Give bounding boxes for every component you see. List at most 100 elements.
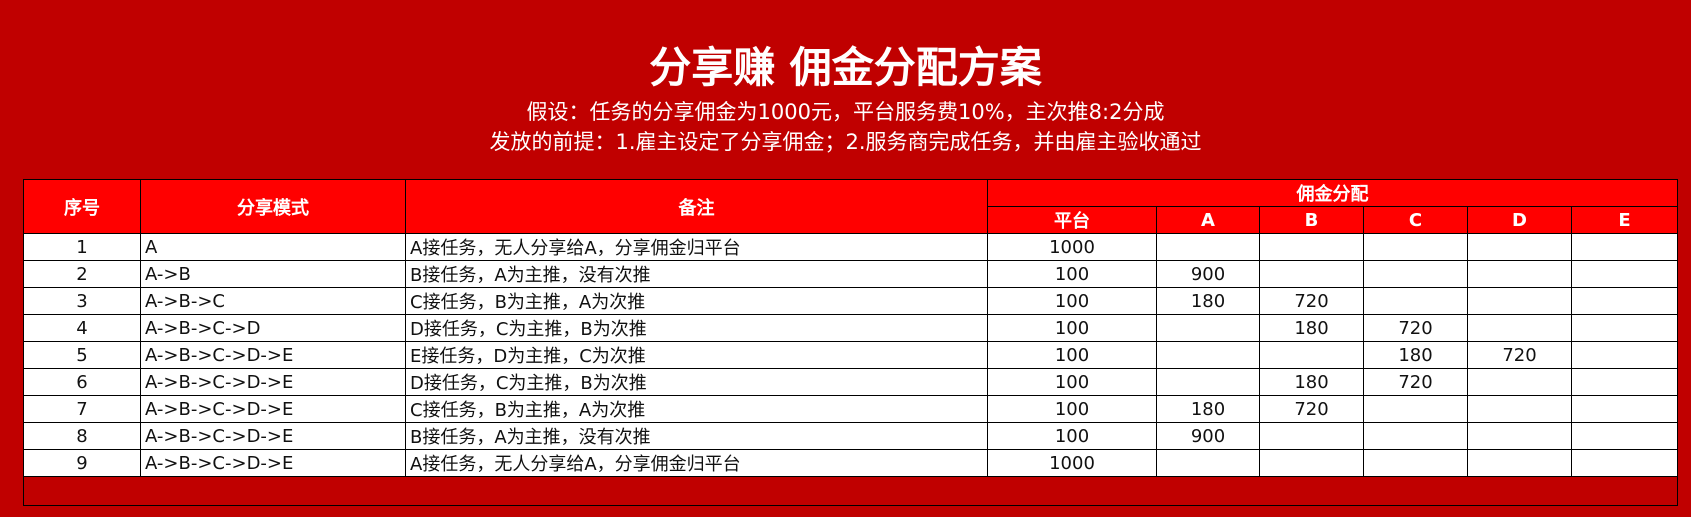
- cell-index: 9: [23, 449, 141, 477]
- cell-index: 1: [23, 233, 141, 261]
- cell-index: 5: [23, 341, 141, 369]
- cell-allocation: [1571, 449, 1678, 477]
- cell-mode: A->B->C->D->E: [140, 341, 406, 369]
- cell-allocation: 1000: [987, 449, 1157, 477]
- cell-allocation: [1467, 422, 1572, 450]
- cell-allocation: [1259, 422, 1364, 450]
- cell-index: 4: [23, 314, 141, 342]
- cell-mode: A->B->C->D->E: [140, 422, 406, 450]
- header-c: C: [1363, 206, 1468, 234]
- cell-allocation: [1363, 260, 1468, 288]
- cell-allocation: 720: [1259, 395, 1364, 423]
- cell-allocation: 900: [1156, 422, 1260, 450]
- cell-allocation: 100: [987, 287, 1157, 315]
- cell-allocation: [1467, 260, 1572, 288]
- cell-index: 2: [23, 260, 141, 288]
- table-row: 5 A->B->C->D->E E接任务，D为主推，C为次推 100 180 720: [23, 341, 1678, 369]
- header-d: D: [1467, 206, 1572, 234]
- table-row: 3 A->B->C C接任务，B为主推，A为次推 100 180 720: [23, 287, 1678, 315]
- cell-mode: A->B->C->D->E: [140, 449, 406, 477]
- cell-allocation: [1156, 233, 1260, 261]
- table-row: 7 A->B->C->D->E C接任务，B为主推，A为次推 100 180 720: [23, 395, 1678, 423]
- header-platform: 平台: [987, 206, 1157, 234]
- cell-mode: A->B: [140, 260, 406, 288]
- table-row: 4 A->B->C->D D接任务，C为主推，B为次推 100 180 720: [23, 314, 1678, 342]
- cell-allocation: 180: [1259, 368, 1364, 396]
- cell-allocation: 100: [987, 314, 1157, 342]
- table-row: 8 A->B->C->D->E B接任务，A为主推，没有次推 100 900: [23, 422, 1678, 450]
- cell-allocation: [1156, 449, 1260, 477]
- cell-note: D接任务，C为主推，B为次推: [405, 314, 988, 342]
- cell-mode: A->B->C->D->E: [140, 368, 406, 396]
- cell-index: 3: [23, 287, 141, 315]
- page-title: 分享赚 佣金分配方案: [649, 43, 1042, 92]
- cell-note: C接任务，B为主推，A为次推: [405, 287, 988, 315]
- cell-allocation: 100: [987, 395, 1157, 423]
- cell-allocation: [1467, 368, 1572, 396]
- cell-allocation: [1571, 395, 1678, 423]
- cell-allocation: 180: [1156, 287, 1260, 315]
- cell-mode: A->B->C: [140, 287, 406, 315]
- footer-cell: [23, 476, 1678, 506]
- cell-allocation: [1156, 314, 1260, 342]
- cell-allocation: 180: [1363, 341, 1468, 369]
- header-e: E: [1571, 206, 1678, 234]
- subtitle-assumption: 假设：任务的分享佣金为1000元，平台服务费10%，主次推8:2分成: [526, 100, 1165, 124]
- cell-index: 6: [23, 368, 141, 396]
- cell-allocation: [1467, 233, 1572, 261]
- cell-allocation: 720: [1363, 314, 1468, 342]
- cell-allocation: 100: [987, 260, 1157, 288]
- table-row: 2 A->B B接任务，A为主推，没有次推 100 900: [23, 260, 1678, 288]
- cell-allocation: [1467, 287, 1572, 315]
- cell-allocation: 180: [1156, 395, 1260, 423]
- cell-allocation: 720: [1467, 341, 1572, 369]
- cell-allocation: [1259, 260, 1364, 288]
- cell-note: E接任务，D为主推，C为次推: [405, 341, 988, 369]
- cell-allocation: [1259, 341, 1364, 369]
- footer-band: [23, 476, 1678, 506]
- commission-table: 序号 分享模式 备注 佣金分配 平台 A B C D E 1 A A接任务，无人分享给A，分享…: [23, 179, 1678, 506]
- cell-note: D接任务，C为主推，B为次推: [405, 368, 988, 396]
- cell-allocation: 900: [1156, 260, 1260, 288]
- subtitle-precondition: 发放的前提：1.雇主设定了分享佣金；2.服务商完成任务，并由雇主验收通过: [489, 130, 1202, 154]
- cell-allocation: [1467, 314, 1572, 342]
- cell-allocation: [1156, 368, 1260, 396]
- cell-allocation: [1571, 287, 1678, 315]
- cell-allocation: [1571, 260, 1678, 288]
- cell-mode: A->B->C->D->E: [140, 395, 406, 423]
- cell-allocation: 100: [987, 341, 1157, 369]
- cell-note: B接任务，A为主推，没有次推: [405, 422, 988, 450]
- header-note: 备注: [405, 179, 988, 234]
- cell-allocation: 100: [987, 368, 1157, 396]
- cell-mode: A->B->C->D: [140, 314, 406, 342]
- cell-note: B接任务，A为主推，没有次推: [405, 260, 988, 288]
- cell-index: 8: [23, 422, 141, 450]
- table-row: 9 A->B->C->D->E A接任务，无人分享给A，分享佣金归平台 1000: [23, 449, 1678, 477]
- cell-allocation: [1571, 233, 1678, 261]
- cell-allocation: [1363, 449, 1468, 477]
- cell-allocation: [1571, 341, 1678, 369]
- cell-allocation: [1363, 287, 1468, 315]
- header-a: A: [1156, 206, 1260, 234]
- cell-allocation: [1363, 233, 1468, 261]
- cell-allocation: [1363, 395, 1468, 423]
- table-row: 6 A->B->C->D->E D接任务，C为主推，B为次推 100 180 720: [23, 368, 1678, 396]
- cell-allocation: 720: [1363, 368, 1468, 396]
- header-mode: 分享模式: [140, 179, 406, 234]
- cell-allocation: [1571, 314, 1678, 342]
- header-commission: 佣金分配: [987, 179, 1678, 207]
- cell-note: A接任务，无人分享给A，分享佣金归平台: [405, 449, 988, 477]
- cell-allocation: 1000: [987, 233, 1157, 261]
- cell-index: 7: [23, 395, 141, 423]
- cell-allocation: [1571, 422, 1678, 450]
- cell-note: A接任务，无人分享给A，分享佣金归平台: [405, 233, 988, 261]
- cell-allocation: [1156, 341, 1260, 369]
- cell-allocation: [1259, 233, 1364, 261]
- cell-note: C接任务，B为主推，A为次推: [405, 395, 988, 423]
- header-b: B: [1259, 206, 1364, 234]
- cell-allocation: [1467, 449, 1572, 477]
- table-row: 1 A A接任务，无人分享给A，分享佣金归平台 1000: [23, 233, 1678, 261]
- cell-allocation: [1259, 449, 1364, 477]
- cell-allocation: 100: [987, 422, 1157, 450]
- cell-allocation: [1571, 368, 1678, 396]
